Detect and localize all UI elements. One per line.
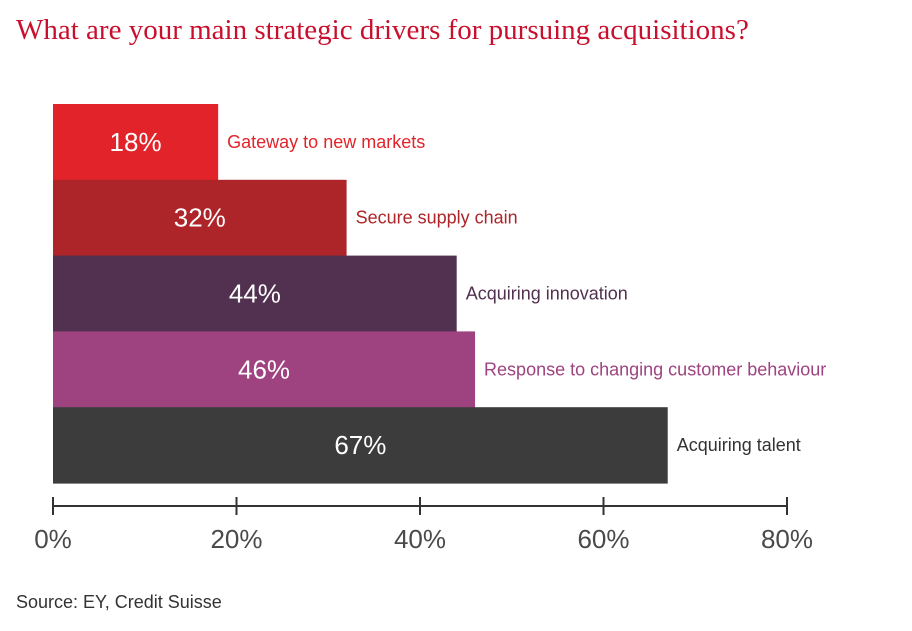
category-label: Response to changing customer behaviour (484, 359, 826, 379)
category-label: Acquiring innovation (466, 284, 628, 304)
bar-5 (53, 407, 668, 484)
category-label: Secure supply chain (356, 208, 518, 228)
x-tick-label: 0% (34, 524, 72, 554)
bar-1 (53, 104, 219, 181)
bar-value-label: 46% (238, 354, 290, 384)
bar-value-label: 32% (174, 203, 226, 233)
x-tick-label: 40% (394, 524, 446, 554)
category-label: Gateway to new markets (227, 132, 425, 152)
bar-2 (53, 179, 347, 257)
x-tick-label: 60% (577, 524, 629, 554)
chart-title: What are your main strategic drivers for… (16, 14, 749, 46)
x-axis: 0% 20% 40% 60% 80% (34, 497, 813, 554)
bar-value-label: 67% (334, 430, 386, 460)
category-label: Acquiring talent (677, 435, 801, 455)
source-note: Source: EY, Credit Suisse (16, 592, 222, 612)
bars-layer: 18% Gateway to new markets 32% Secure suppl… (53, 104, 826, 484)
bar-value-label: 18% (110, 127, 162, 157)
bar-4 (53, 331, 476, 408)
bar-value-label: 44% (229, 279, 281, 309)
x-tick-label: 80% (761, 524, 813, 554)
bar-3 (53, 255, 457, 332)
x-tick-label: 20% (210, 524, 262, 554)
